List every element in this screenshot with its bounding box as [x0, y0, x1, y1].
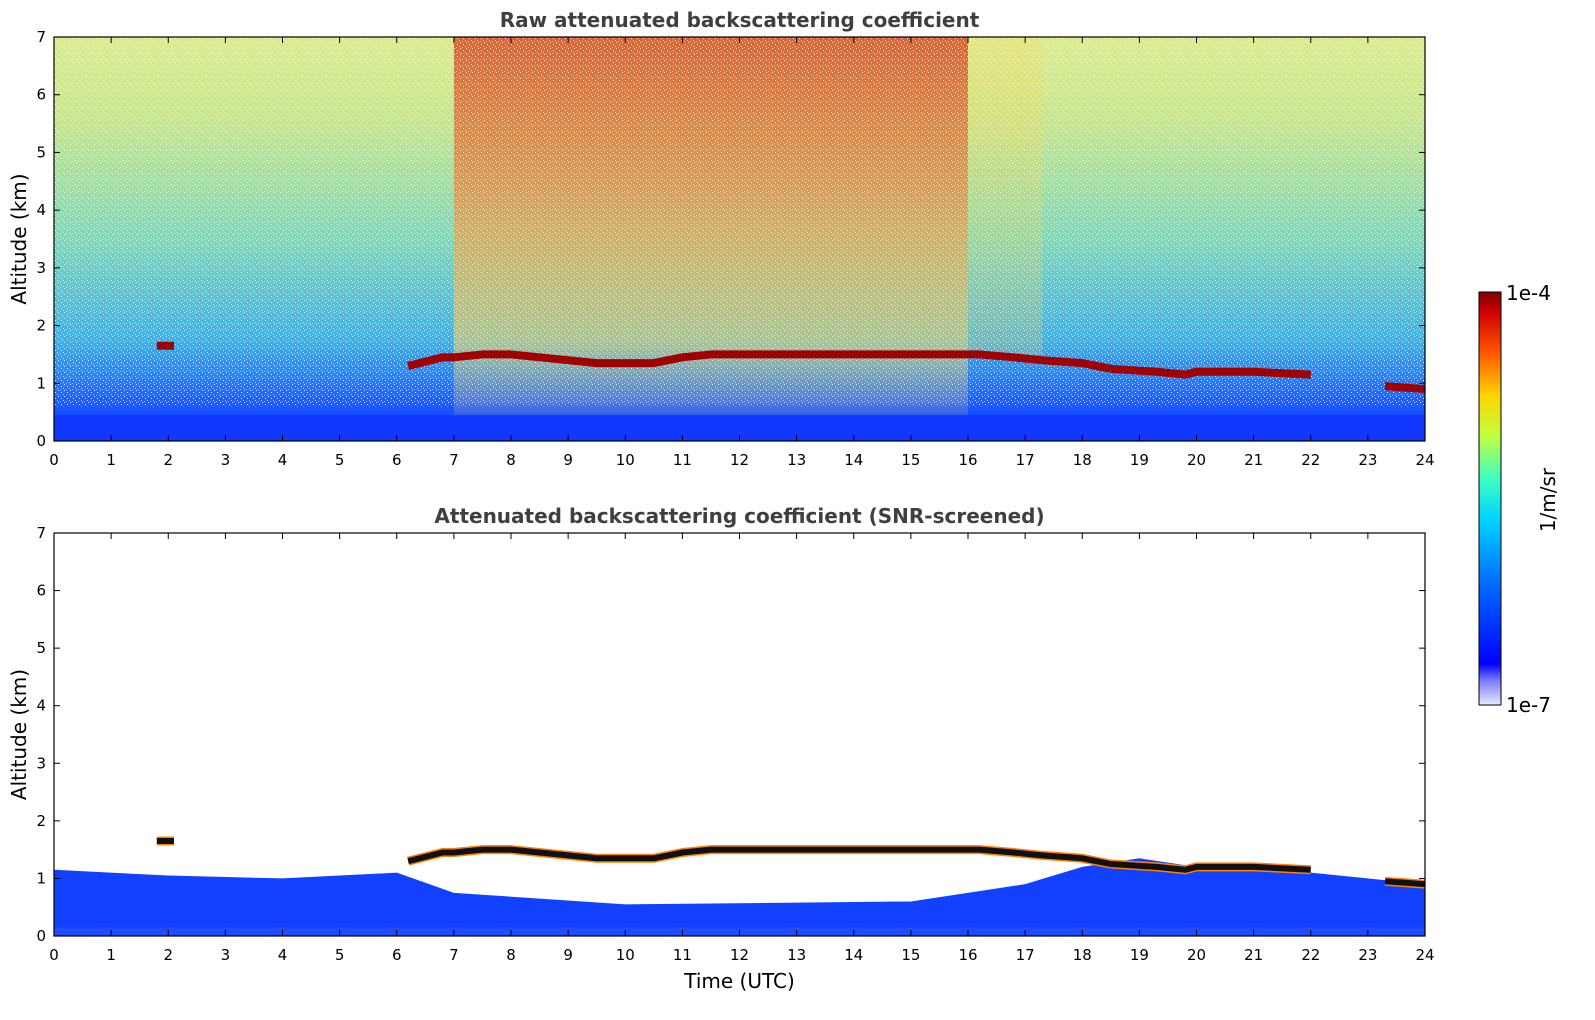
y-tick-label: 1 — [36, 869, 46, 887]
x-tick-label: 5 — [335, 946, 345, 964]
x-tick-label: 2 — [163, 451, 173, 469]
x-tick-label: 14 — [844, 946, 863, 964]
y-tick-label: 0 — [36, 927, 46, 945]
x-tick-label: 13 — [787, 946, 806, 964]
x-tick-label: 18 — [1073, 451, 1092, 469]
y-tick-label: 0 — [36, 432, 46, 450]
boundary-layer-signal — [54, 858, 1425, 936]
x-tick-label: 8 — [506, 451, 516, 469]
colorbar-max-label: 1e-4 — [1506, 281, 1551, 305]
x-tick-label: 1 — [106, 946, 116, 964]
y-tick-label: 7 — [36, 28, 46, 46]
x-tick-label: 21 — [1244, 946, 1263, 964]
x-tick-label: 4 — [278, 946, 288, 964]
x-tick-label: 3 — [221, 451, 231, 469]
x-tick-label: 18 — [1073, 946, 1092, 964]
x-tick-label: 16 — [958, 451, 977, 469]
x-tick-label: 20 — [1187, 451, 1206, 469]
time-axis-label: Time (UTC) — [683, 969, 795, 993]
y-tick-label: 2 — [36, 812, 46, 830]
y-tick-label: 7 — [36, 524, 46, 542]
x-tick-label: 9 — [563, 946, 573, 964]
x-tick-label: 11 — [673, 451, 692, 469]
cloud-layer-core — [1384, 878, 1426, 888]
y-tick-label: 4 — [36, 201, 46, 219]
raw-panel-title: Raw attenuated backscattering coefficien… — [500, 8, 980, 32]
y-tick-label: 5 — [36, 639, 46, 657]
y-tick-label: 6 — [36, 86, 46, 104]
cloud-layer-core — [1110, 861, 1311, 873]
x-tick-label: 12 — [730, 451, 749, 469]
x-tick-label: 6 — [392, 451, 402, 469]
y-tick-label: 6 — [36, 582, 46, 600]
raw-x-ticks: 0 1 2 3 4 5 6 7 8 9 10 11 12 13 14 15 16 17 18 19 20 21 22 23 24 — [49, 37, 1435, 469]
cloud-layer-segment — [407, 350, 1112, 373]
x-tick-label: 10 — [616, 946, 635, 964]
x-tick-label: 22 — [1301, 451, 1320, 469]
x-tick-label: 3 — [221, 946, 231, 964]
x-tick-label: 21 — [1244, 451, 1263, 469]
x-tick-label: 23 — [1358, 946, 1377, 964]
raw-y-ticks: 0 1 2 3 4 5 6 7 — [36, 28, 1425, 450]
x-tick-label: 4 — [278, 451, 288, 469]
y-tick-label: 1 — [36, 374, 46, 392]
x-tick-label: 15 — [901, 946, 920, 964]
x-tick-label: 7 — [449, 451, 459, 469]
x-tick-label: 2 — [163, 946, 173, 964]
raw-heatmap — [54, 37, 1426, 441]
x-tick-label: 23 — [1358, 451, 1377, 469]
cloud-layer-core — [407, 846, 1112, 867]
x-tick-label: 10 — [616, 451, 635, 469]
x-tick-label: 19 — [1130, 946, 1149, 964]
x-tick-label: 22 — [1301, 946, 1320, 964]
x-tick-label: 9 — [563, 451, 573, 469]
y-tick-label: 5 — [36, 143, 46, 161]
x-tick-label: 17 — [1016, 946, 1035, 964]
x-tick-label: 5 — [335, 451, 345, 469]
x-tick-label: 12 — [730, 946, 749, 964]
x-tick-label: 0 — [49, 946, 59, 964]
x-tick-label: 24 — [1415, 946, 1434, 964]
x-tick-label: 6 — [392, 946, 402, 964]
colorbar-min-label: 1e-7 — [1506, 693, 1551, 717]
y-tick-label: 2 — [36, 317, 46, 335]
screened-y-axis-label: Altitude (km) — [7, 669, 31, 800]
y-tick-label: 4 — [36, 697, 46, 715]
x-tick-label: 7 — [449, 946, 459, 964]
screened-y-ticks: 0 1 2 3 4 5 6 7 — [36, 524, 1425, 945]
screened-heatmap — [54, 533, 1426, 936]
cloud-layer-segment — [1384, 382, 1426, 394]
colorbar-unit-label: 1/m/sr — [1536, 467, 1560, 532]
x-tick-label: 0 — [49, 451, 59, 469]
cloud-layer-segment — [1110, 364, 1311, 379]
x-tick-label: 14 — [844, 451, 863, 469]
colorbar: 1e-4 1e-7 1/m/sr — [1478, 281, 1560, 717]
y-tick-label: 3 — [36, 754, 46, 772]
x-tick-label: 20 — [1187, 946, 1206, 964]
y-tick-label: 3 — [36, 259, 46, 277]
x-tick-label: 8 — [506, 946, 516, 964]
x-tick-label: 13 — [787, 451, 806, 469]
colorbar-gradient — [1478, 291, 1502, 706]
x-tick-label: 15 — [901, 451, 920, 469]
x-tick-label: 17 — [1016, 451, 1035, 469]
x-tick-label: 24 — [1415, 451, 1434, 469]
screened-x-ticks: 0 1 2 3 4 5 6 7 8 9 10 11 12 13 14 15 16 17 18 19 20 21 22 23 24 — [49, 533, 1435, 964]
x-tick-label: 19 — [1130, 451, 1149, 469]
raw-panel: Raw attenuated backscattering coefficien… — [7, 8, 1435, 469]
x-tick-label: 16 — [958, 946, 977, 964]
raw-y-axis-label: Altitude (km) — [7, 173, 31, 304]
x-tick-label: 11 — [673, 946, 692, 964]
x-tick-label: 1 — [106, 451, 116, 469]
screened-panel-title: Attenuated backscattering coefficient (S… — [434, 504, 1044, 528]
screened-panel: Attenuated backscattering coefficient (S… — [7, 504, 1435, 993]
raw-speckle — [54, 37, 1425, 407]
